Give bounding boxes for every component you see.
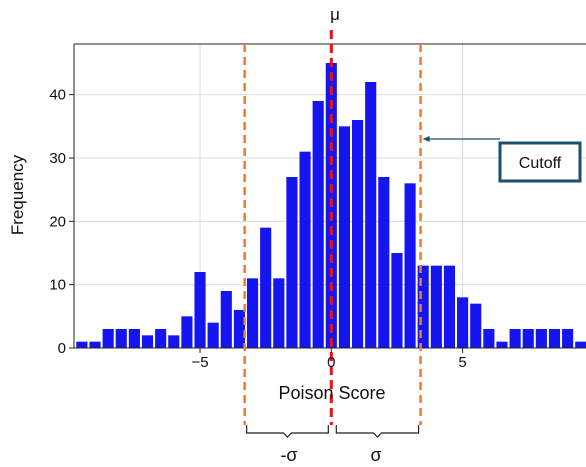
- histogram-bar-26: [417, 265, 429, 348]
- histogram-bar-2: [102, 329, 114, 348]
- y-tick-label: 30: [49, 150, 66, 167]
- histogram-bar-7: [168, 335, 180, 348]
- histogram-bar-30: [470, 303, 482, 348]
- neg-sigma-label: -σ: [280, 445, 297, 465]
- histogram-bar-22: [365, 82, 377, 348]
- histogram-bar-28: [443, 265, 456, 348]
- cutoff-box: [498, 141, 582, 183]
- pos-sigma-label: σ: [370, 445, 381, 465]
- histogram-bar-9: [194, 272, 206, 348]
- histogram-bar-0: [76, 341, 88, 348]
- histogram-bar-37: [562, 329, 574, 348]
- histogram-bar-5: [141, 335, 154, 348]
- histogram-bar-4: [128, 329, 140, 348]
- histogram-bars: [76, 63, 586, 348]
- histogram-bar-15: [273, 278, 285, 348]
- cutoff-label: Cutoff: [519, 155, 562, 172]
- histogram-bar-31: [483, 329, 495, 348]
- x-tick-label: −5: [191, 354, 208, 371]
- axis-ticks: 0 10 20 30 40 −5 0 5: [49, 87, 466, 371]
- histogram-bar-16: [286, 177, 298, 348]
- histogram-bar-3: [115, 329, 127, 348]
- y-tick-label: 20: [49, 213, 66, 230]
- histogram-bar-11: [220, 291, 232, 348]
- histogram-bar-38: [575, 341, 586, 348]
- histogram-bar-32: [496, 341, 508, 348]
- histogram-bar-18: [312, 101, 324, 348]
- histogram-bar-23: [378, 177, 390, 348]
- cutoff-annotation: Cutoff: [422, 136, 582, 183]
- histogram-bar-20: [338, 126, 351, 348]
- cutoff-arrow-head: [422, 136, 430, 142]
- y-tick-label: 40: [49, 87, 66, 104]
- histogram-bar-17: [299, 151, 311, 348]
- histogram-bar-8: [181, 316, 193, 348]
- neg-sigma-brace: [246, 425, 329, 438]
- histogram-bar-12: [233, 310, 245, 348]
- overlay-lines: [243, 30, 422, 425]
- histogram-bar-14: [260, 227, 272, 348]
- sigma-braces: [246, 425, 420, 438]
- y-tick-label: 0: [58, 340, 66, 357]
- histogram-bar-33: [509, 329, 521, 348]
- y-tick-label: 10: [49, 277, 66, 294]
- histogram-bar-29: [457, 297, 469, 348]
- histogram-bar-25: [404, 183, 416, 348]
- histogram-bar-13: [246, 278, 259, 348]
- x-tick-label: 0: [327, 354, 335, 371]
- histogram-bar-10: [207, 322, 219, 348]
- histogram-bar-27: [430, 265, 442, 348]
- y-axis-label: Frequency: [8, 154, 27, 235]
- histogram-bar-34: [522, 329, 534, 348]
- histogram-bar-21: [352, 120, 364, 348]
- histogram-bar-6: [155, 329, 167, 348]
- histogram-bar-24: [391, 253, 403, 348]
- histogram-bar-36: [548, 329, 561, 348]
- chart-title: μ: [330, 5, 340, 24]
- pos-sigma-brace: [335, 425, 420, 438]
- histogram-bar-1: [89, 341, 101, 348]
- x-tick-label: 5: [458, 354, 466, 371]
- histogram-bar-35: [535, 329, 547, 348]
- x-axis-label: Poison Score: [278, 383, 385, 403]
